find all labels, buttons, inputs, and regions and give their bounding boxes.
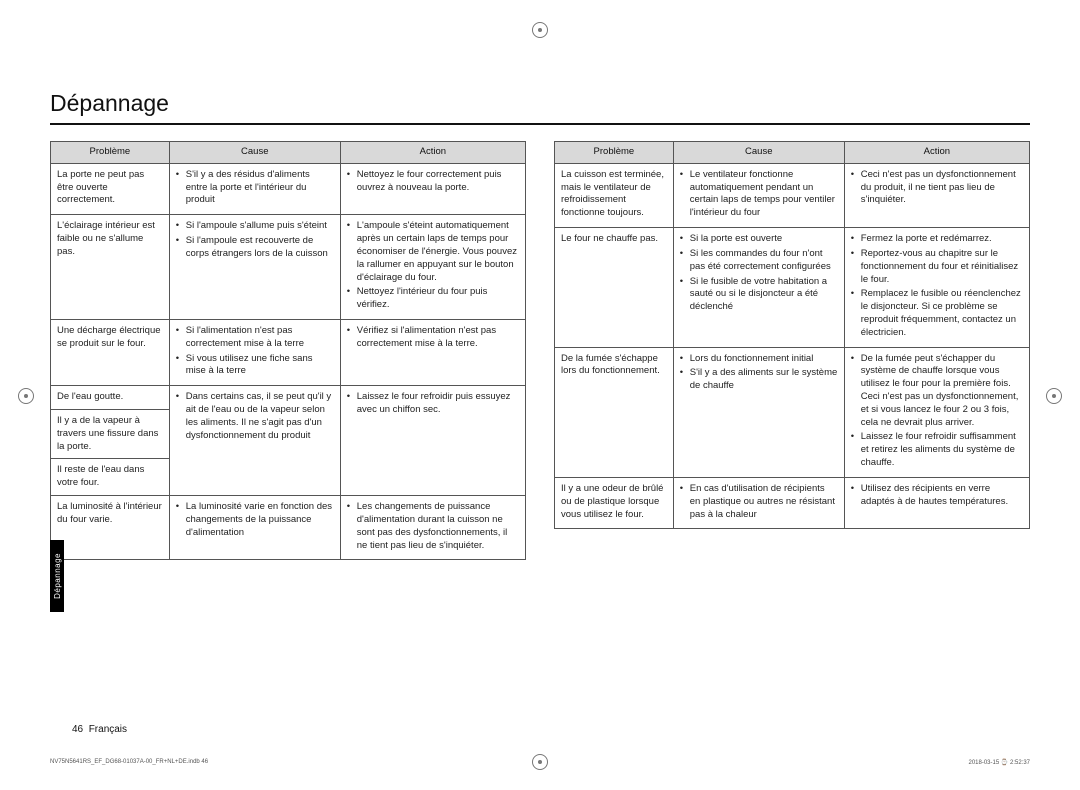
cell-cause: S'il y a des résidus d'aliments entre la… [169, 163, 340, 214]
table-row: Une décharge électrique se produit sur l… [51, 319, 526, 385]
col-header-cause: Cause [169, 142, 340, 164]
cell-problem: De l'eau goutte. [51, 386, 170, 410]
cell-problem: Une décharge électrique se produit sur l… [51, 319, 170, 385]
cell-problem: Il y a une odeur de brûlé ou de plastiqu… [555, 477, 674, 528]
cell-cause: Le ventilateur fonctionne automatiquemen… [673, 163, 844, 227]
cell-cause: Si la porte est ouverte Si les commandes… [673, 228, 844, 348]
cell-problem: La luminosité à l'intérieur du four vari… [51, 496, 170, 560]
cell-action: Fermez la porte et redémarrez. Reportez-… [844, 228, 1029, 348]
right-column: Problème Cause Action La cuisson est ter… [554, 141, 1030, 560]
col-header-action: Action [340, 142, 525, 164]
cell-action: Ceci n'est pas un dysfonctionnement du p… [844, 163, 1029, 227]
table-row: Il y a une odeur de brûlé ou de plastiqu… [555, 477, 1030, 528]
cell-action: Les changements de puissance d'alimentat… [340, 496, 525, 560]
page-title: Dépannage [50, 90, 1030, 117]
cell-action: Nettoyez le four correctement puis ouvre… [340, 163, 525, 214]
cell-cause: Si l'ampoule s'allume puis s'éteint Si l… [169, 215, 340, 320]
cell-problem: De la fumée s'échappe lors du fonctionne… [555, 347, 674, 477]
cell-problem: Le four ne chauffe pas. [555, 228, 674, 348]
cell-action: L'ampoule s'éteint automatiquement après… [340, 215, 525, 320]
cell-problem: La cuisson est terminée, mais le ventila… [555, 163, 674, 227]
table-row: La luminosité à l'intérieur du four vari… [51, 496, 526, 560]
table-row: L'éclairage intérieur est faible ou ne s… [51, 215, 526, 320]
col-header-cause: Cause [673, 142, 844, 164]
cell-cause: Dans certains cas, il se peut qu'il y ai… [169, 386, 340, 496]
cell-problem: Il y a de la vapeur à travers une fissur… [51, 410, 170, 459]
footer-filename: NV75N5641RS_EF_DG68-01037A-00_FR+NL+DE.i… [50, 759, 208, 766]
table-row: De l'eau goutte. Dans certains cas, il s… [51, 386, 526, 410]
manual-page: Dépannage Dépannage Problème Cause Actio… [0, 0, 1080, 790]
print-footer: NV75N5641RS_EF_DG68-01037A-00_FR+NL+DE.i… [50, 759, 1030, 766]
section-tab: Dépannage [50, 540, 64, 612]
table-row: La porte ne peut pas être ouverte correc… [51, 163, 526, 214]
troubleshooting-table-right: Problème Cause Action La cuisson est ter… [554, 141, 1030, 529]
col-header-problem: Problème [555, 142, 674, 164]
title-underline [50, 123, 1030, 125]
cell-action: Utilisez des récipients en verre adaptés… [844, 477, 1029, 528]
section-tab-label: Dépannage [53, 553, 62, 599]
cell-problem: L'éclairage intérieur est faible ou ne s… [51, 215, 170, 320]
footer-timestamp: 2018-03-15 ⌚ 2:52:37 [968, 759, 1030, 766]
cell-cause: En cas d'utilisation de récipients en pl… [673, 477, 844, 528]
col-header-action: Action [844, 142, 1029, 164]
content-columns: Problème Cause Action La porte ne peut p… [50, 141, 1030, 560]
table-row: Le four ne chauffe pas. Si la porte est … [555, 228, 1030, 348]
cell-action: Vérifiez si l'alimentation n'est pas cor… [340, 319, 525, 385]
page-number: 46 Français [72, 724, 127, 735]
table-row: La cuisson est terminée, mais le ventila… [555, 163, 1030, 227]
cell-cause: La luminosité varie en fonction des chan… [169, 496, 340, 560]
cell-cause: Lors du fonctionnement initial S'il y a … [673, 347, 844, 477]
col-header-problem: Problème [51, 142, 170, 164]
cell-problem: La porte ne peut pas être ouverte correc… [51, 163, 170, 214]
registration-mark-icon [532, 22, 548, 38]
left-column: Problème Cause Action La porte ne peut p… [50, 141, 526, 560]
registration-mark-icon [1046, 388, 1062, 404]
cell-action: Laissez le four refroidir puis essuyez a… [340, 386, 525, 496]
cell-cause: Si l'alimentation n'est pas correctement… [169, 319, 340, 385]
table-row: De la fumée s'échappe lors du fonctionne… [555, 347, 1030, 477]
troubleshooting-table-left: Problème Cause Action La porte ne peut p… [50, 141, 526, 560]
cell-action: De la fumée peut s'échapper du système d… [844, 347, 1029, 477]
cell-problem: Il reste de l'eau dans votre four. [51, 459, 170, 496]
registration-mark-icon [18, 388, 34, 404]
